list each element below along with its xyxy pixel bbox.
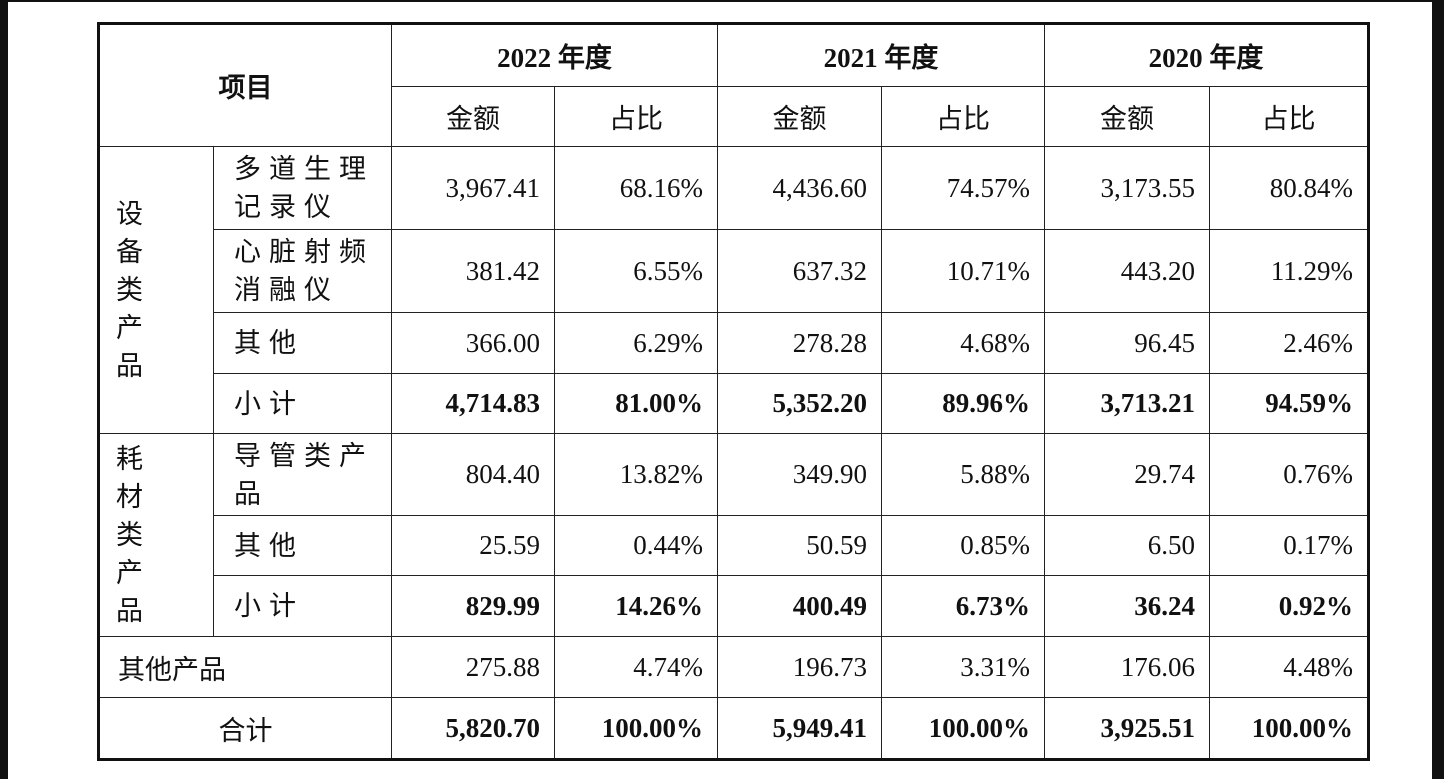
total-label: 合计 <box>98 697 392 760</box>
value-cell: 3,173.55 <box>1044 146 1210 230</box>
value-cell: 349.90 <box>717 433 882 516</box>
amount-header: 金额 <box>391 86 555 147</box>
value-cell: 3,925.51 <box>1044 697 1210 760</box>
value-cell: 68.16% <box>554 146 718 230</box>
ratio-header: 占比 <box>1209 86 1369 147</box>
item-label: 小计 <box>213 575 392 637</box>
value-cell: 176.06 <box>1044 636 1210 698</box>
value-cell: 100.00% <box>554 697 718 760</box>
item-label: 小计 <box>213 373 392 434</box>
value-cell: 4.48% <box>1209 636 1369 698</box>
year-header: 2021 年度 <box>717 23 1045 87</box>
data-row: 耗材类产品 导管类产品 804.40 13.82% 349.90 5.88% 29.74 0.… <box>98 433 1369 637</box>
edge <box>0 0 1444 2</box>
value-cell: 3,967.41 <box>391 146 555 230</box>
data-row: 设备类产品 多道生理记录仪 3,967.41 68.16% 4,436.60 74.57%… <box>98 146 1369 434</box>
ratio-header: 占比 <box>881 86 1045 147</box>
value-cell: 50.59 <box>717 515 882 576</box>
other-label: 其他产品 <box>98 636 392 698</box>
value-cell: 0.92% <box>1209 575 1369 637</box>
header-title: 项目 <box>98 23 392 147</box>
edge <box>1432 0 1444 779</box>
amount-header: 金额 <box>1044 86 1210 147</box>
value-cell: 36.24 <box>1044 575 1210 637</box>
value-cell: 0.17% <box>1209 515 1369 576</box>
other-row: 其他产品 275.88 4.74% 196.73 3.31% 176.06 4.48% <box>98 636 1369 698</box>
value-cell: 13.82% <box>554 433 718 516</box>
value-cell: 100.00% <box>881 697 1045 760</box>
data-row: 心脏射频消融仪 381.42 6.55% 637.32 10.71% 443.20 11.2… <box>99 229 1369 313</box>
value-cell: 5,820.70 <box>391 697 555 760</box>
group-label: 设备类产品 <box>98 146 214 434</box>
item-label: 导管类产品 <box>213 433 392 516</box>
value-cell: 89.96% <box>881 373 1045 434</box>
value-cell: 381.42 <box>391 229 555 313</box>
value-cell: 81.00% <box>554 373 718 434</box>
value-cell: 100.00% <box>1209 697 1369 760</box>
data-row: 其他 25.59 0.44% 50.59 0.85% 6.50 0.17% <box>99 515 1369 576</box>
value-cell: 11.29% <box>1209 229 1369 313</box>
ratio-header: 占比 <box>554 86 718 147</box>
item-label: 多道生理记录仪 <box>213 146 392 230</box>
value-cell: 278.28 <box>717 312 882 374</box>
value-cell: 74.57% <box>881 146 1045 230</box>
table-body: 设备类产品 多道生理记录仪 3,967.41 68.16% 4,436.60 74.57%… <box>98 146 1369 760</box>
value-cell: 10.71% <box>881 229 1045 313</box>
value-cell: 4.68% <box>881 312 1045 374</box>
year-header: 2022 年度 <box>391 23 718 87</box>
value-cell: 6.50 <box>1044 515 1210 576</box>
value-cell: 2.46% <box>1209 312 1369 374</box>
value-cell: 3.31% <box>881 636 1045 698</box>
value-cell: 6.73% <box>881 575 1045 637</box>
value-cell: 443.20 <box>1044 229 1210 313</box>
data-row: 小计 4,714.83 81.00% 5,352.20 89.96% 3,713.21 94… <box>99 373 1369 434</box>
value-cell: 80.84% <box>1209 146 1369 230</box>
value-cell: 3,713.21 <box>1044 373 1210 434</box>
value-cell: 637.32 <box>717 229 882 313</box>
year-header: 2020 年度 <box>1044 23 1369 87</box>
value-cell: 14.26% <box>554 575 718 637</box>
value-cell: 4,436.60 <box>717 146 882 230</box>
value-cell: 6.29% <box>554 312 718 374</box>
value-cell: 96.45 <box>1044 312 1210 374</box>
value-cell: 275.88 <box>391 636 555 698</box>
data-row: 小计 829.99 14.26% 400.49 6.73% 36.24 0.92% <box>99 575 1369 637</box>
value-cell: 4.74% <box>554 636 718 698</box>
item-label: 心脏射频消融仪 <box>213 229 392 313</box>
value-cell: 25.59 <box>391 515 555 576</box>
group-label: 耗材类产品 <box>98 433 214 637</box>
amount-header: 金额 <box>717 86 882 147</box>
total-row: 合计 5,820.70 100.00% 5,949.41 100.00% 3,925.51… <box>98 697 1369 760</box>
item-label: 其他 <box>213 312 392 374</box>
value-cell: 4,714.83 <box>391 373 555 434</box>
value-cell: 5,352.20 <box>717 373 882 434</box>
table-head: 项目 2022 年度 2021 年度 2020 年度 金额 占比 金额 占比 金额 占比 <box>98 23 1369 147</box>
header-row: 项目 2022 年度 2021 年度 2020 年度 <box>98 23 1369 147</box>
value-cell: 94.59% <box>1209 373 1369 434</box>
value-cell: 29.74 <box>1044 433 1210 516</box>
value-cell: 5.88% <box>881 433 1045 516</box>
value-cell: 6.55% <box>554 229 718 313</box>
value-cell: 829.99 <box>391 575 555 637</box>
value-cell: 366.00 <box>391 312 555 374</box>
value-cell: 400.49 <box>717 575 882 637</box>
value-cell: 0.44% <box>554 515 718 576</box>
value-cell: 0.85% <box>881 515 1045 576</box>
value-cell: 0.76% <box>1209 433 1369 516</box>
item-label: 其他 <box>213 515 392 576</box>
data-row: 其他 366.00 6.29% 278.28 4.68% 96.45 2.46% <box>99 312 1369 374</box>
value-cell: 804.40 <box>391 433 555 516</box>
value-cell: 196.73 <box>717 636 882 698</box>
value-cell: 5,949.41 <box>717 697 882 760</box>
revenue-table: 项目 2022 年度 2021 年度 2020 年度 金额 占比 金额 占比 金额 占比 设备类产品… <box>97 22 1370 761</box>
edge <box>0 0 8 779</box>
